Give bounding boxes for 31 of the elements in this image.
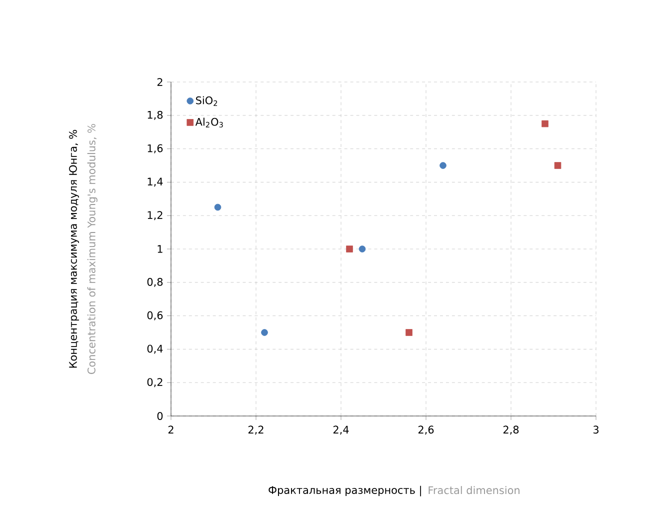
- point: [214, 204, 222, 211]
- x-tick-label: 2,8: [503, 426, 519, 435]
- x-tick-label: 2,2: [248, 426, 264, 435]
- y-tick-label: 1,8: [148, 110, 163, 120]
- point: [261, 329, 268, 336]
- y-tick-label: 0,4: [147, 344, 163, 354]
- legend-label: SiO$_{2}$: [196, 96, 218, 106]
- text: Fractal dimension: [428, 486, 520, 494]
- x-axis-title: Фрактальная размерность |: [268, 486, 421, 496]
- text: Концентрация максимума модуля Юнга, %: [69, 130, 79, 368]
- y-tick-label: 1: [158, 245, 162, 253]
- y-tick-label: 1,2: [148, 211, 162, 220]
- point: [406, 329, 412, 336]
- y-tick-label: 0,8: [147, 278, 163, 287]
- y-tick-label: 0: [157, 412, 163, 420]
- point: [346, 246, 353, 252]
- legend-label: Al$_{2}$O$_{3}$: [195, 118, 223, 128]
- y-tick-label: 0,6: [147, 311, 163, 320]
- x-tick-label: 2: [168, 426, 174, 434]
- x-tick-label: 2,4: [333, 426, 349, 435]
- point: [542, 120, 548, 128]
- x-tick-label: 3: [593, 426, 598, 434]
- point: [358, 246, 366, 252]
- point: [554, 162, 562, 169]
- point: [440, 162, 446, 169]
- y-tick-label: 1,4: [148, 178, 163, 187]
- y-tick-label: 2: [157, 78, 162, 86]
- y-axis-title: Concentration of maximum Young's modulus, %: [87, 124, 98, 374]
- y-tick-label: 0,2: [147, 378, 162, 388]
- y-tick-label: 1,6: [148, 144, 163, 154]
- x-tick-label: 2,6: [418, 426, 434, 435]
